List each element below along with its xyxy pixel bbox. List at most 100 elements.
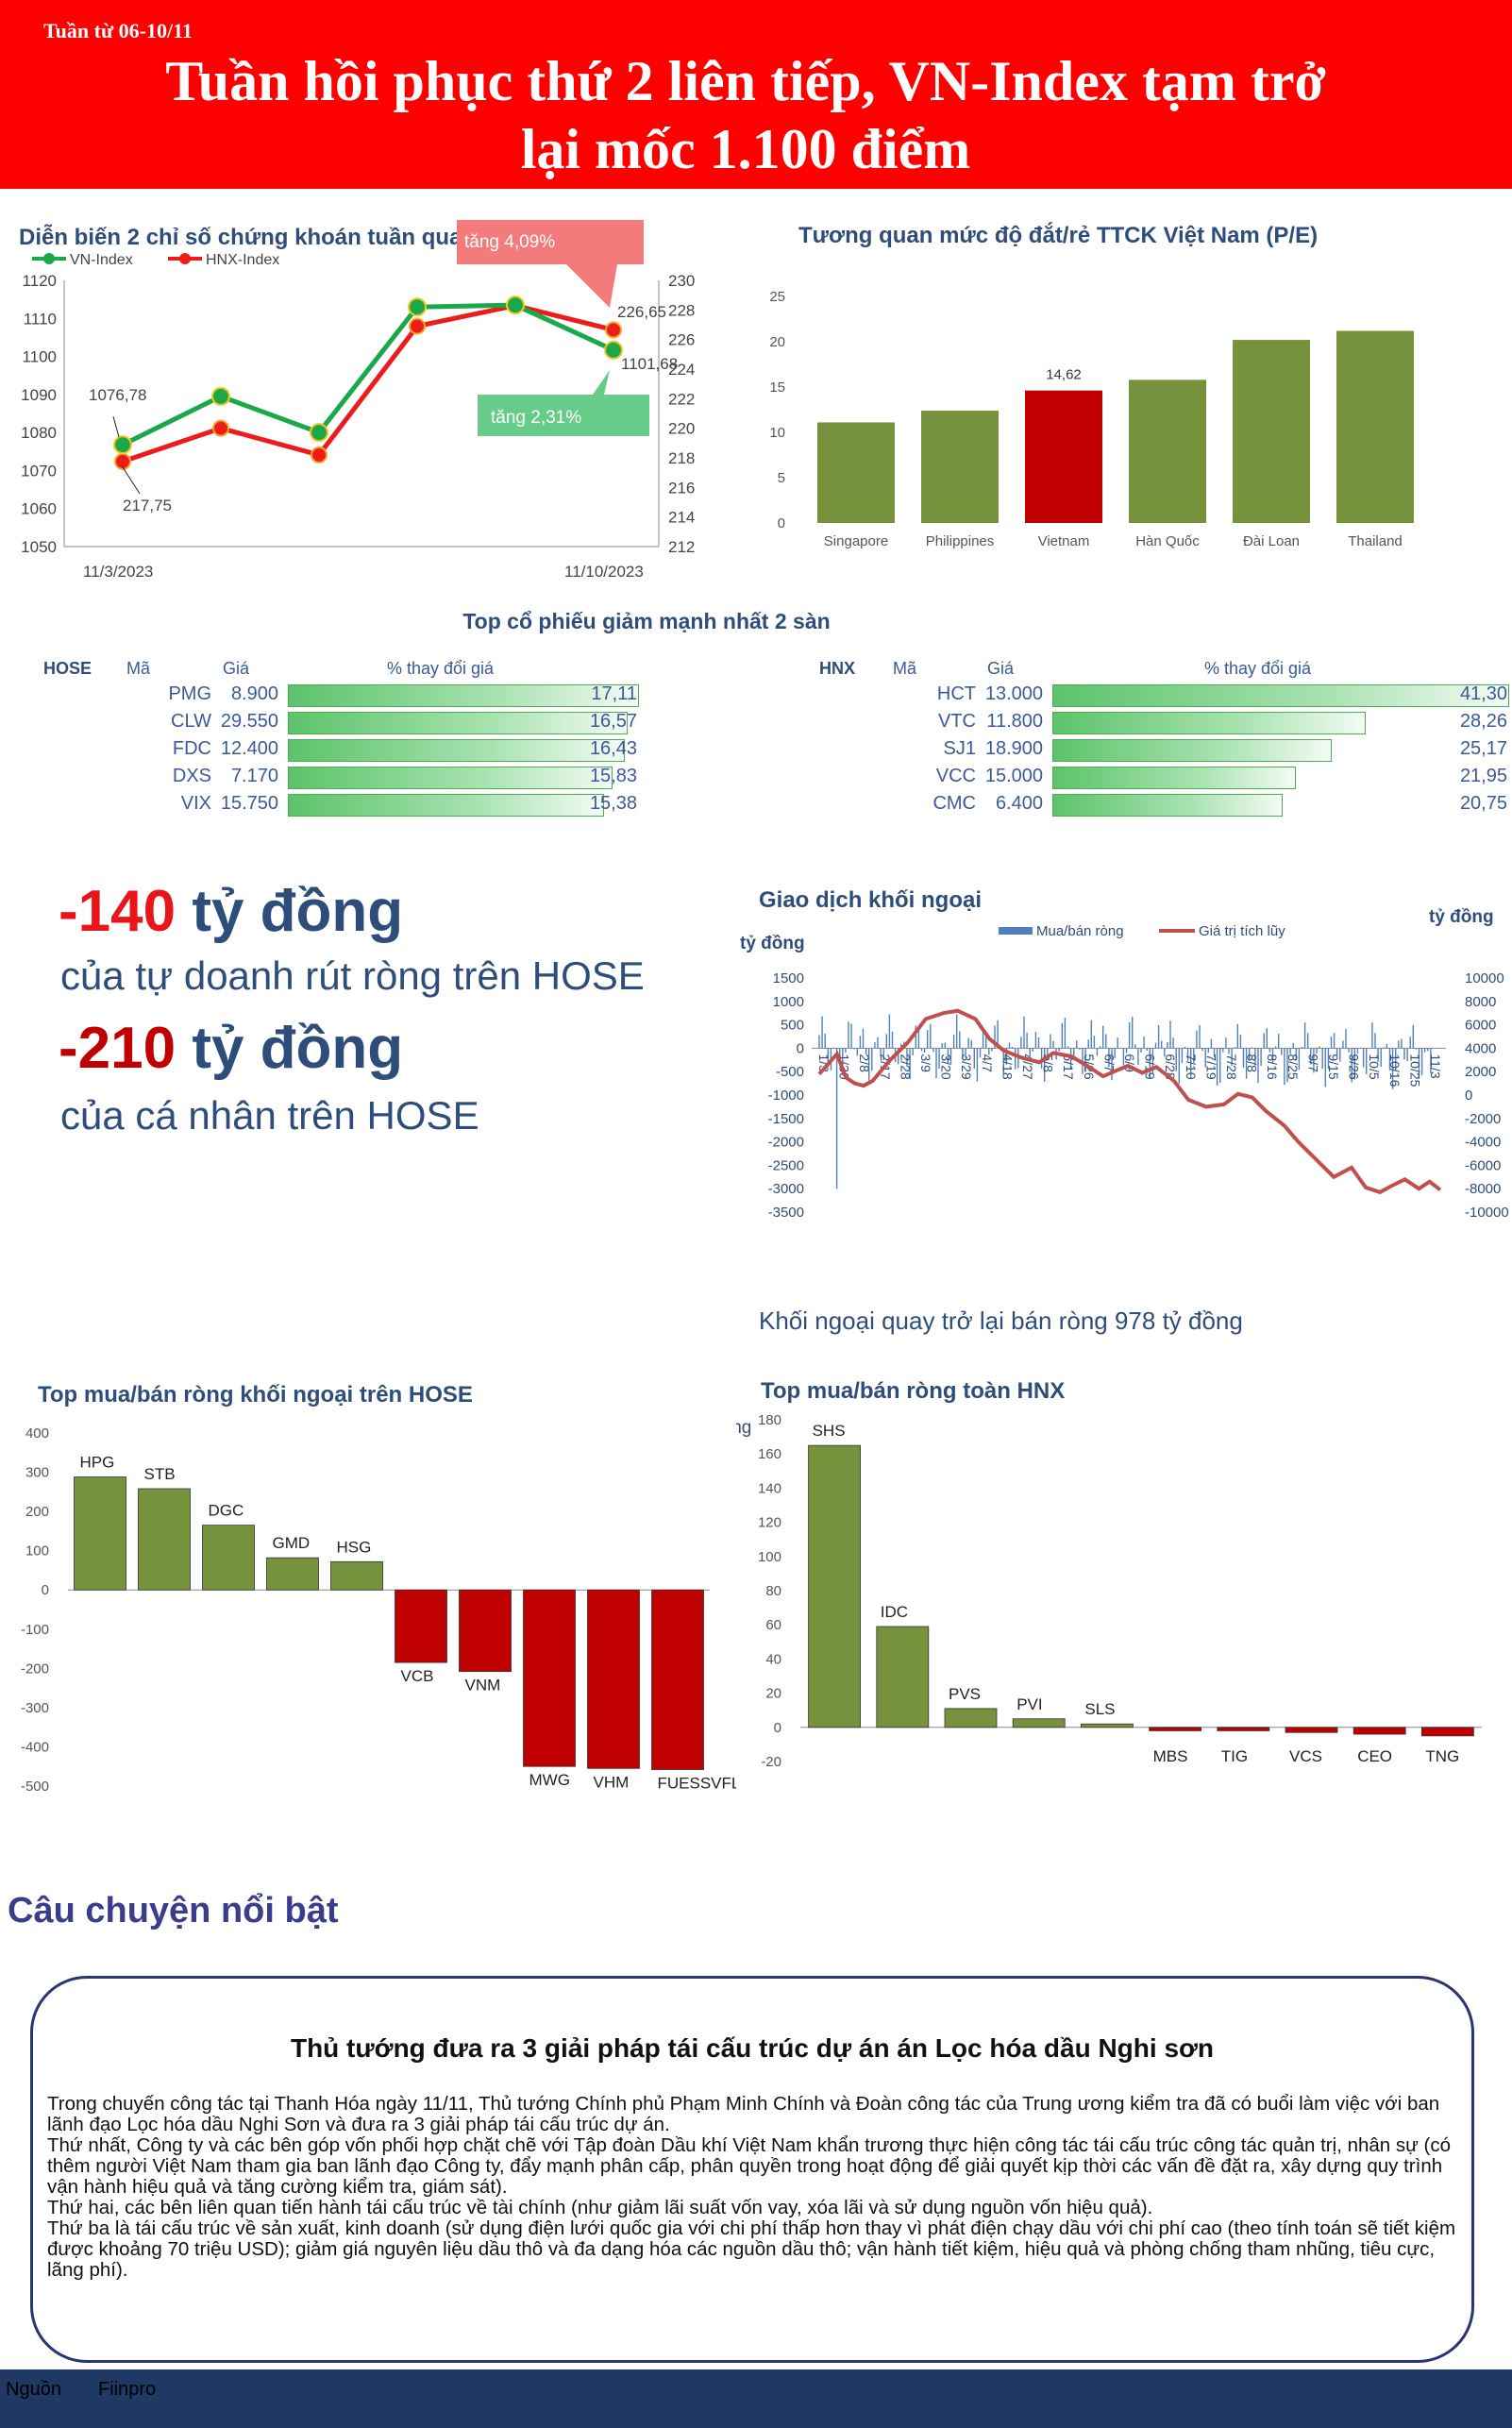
pe-y-tick-label: 25 [769, 289, 785, 305]
y-left-tick-label: 1090 [21, 386, 57, 404]
hnx-end-label: 226,65 [617, 303, 666, 321]
bar-category-label: FUESSVFL [658, 1775, 737, 1793]
pe-category-label: Philippines [926, 533, 995, 549]
header-banner [0, 0, 1512, 189]
pe-category-label: Thailand [1348, 533, 1403, 549]
foreign-x-tick-label: 6/19 [1143, 1054, 1158, 1079]
bar [1421, 1727, 1474, 1737]
row-price: 7.170 [230, 766, 278, 786]
row-price: 13.000 [984, 683, 1043, 704]
column-header-code: Mã [893, 659, 917, 678]
exchange-label: HOSE [43, 659, 92, 678]
row-pct-value: 28,26 [1459, 711, 1507, 732]
story-paragraph: Trong chuyến công tác tại Thanh Hóa ngày… [47, 2093, 1440, 2135]
bar-y-tick-label: 80 [765, 1583, 781, 1599]
week-label: Tuần từ 06-10/11 [43, 19, 193, 42]
foreign-y-right-tick: -4000 [1465, 1135, 1501, 1151]
foreign-y-right-tick: 0 [1465, 1088, 1472, 1104]
bar-category-label: VCB [401, 1667, 434, 1685]
vn-start-label: 1076,78 [89, 386, 146, 404]
exchange-label: HNX [819, 659, 856, 678]
bar [74, 1476, 126, 1591]
foreign-y-right-tick: -2000 [1465, 1111, 1501, 1127]
bar-y-tick-label: 200 [25, 1504, 49, 1520]
foreign-y-right-tick: -10000 [1465, 1205, 1509, 1221]
highlight-desc-1: của tự doanh rút ròng trên HOSE [60, 953, 645, 998]
bar [395, 1589, 447, 1663]
bar-category-label: PVS [949, 1685, 981, 1703]
hnx-data-point [114, 452, 131, 470]
foreign-y-left-tick: -3000 [768, 1181, 804, 1197]
bar-category-label: IDC [881, 1603, 908, 1621]
bar-y-tick-label: 40 [765, 1651, 781, 1667]
hnx-top-title: Top mua/bán ròng toàn HNX [761, 1378, 1066, 1404]
foreign-x-tick-label: 9/7 [1305, 1054, 1320, 1072]
row-pct-value: 41,30 [1459, 683, 1507, 704]
row-pct-value: 15,38 [589, 793, 637, 814]
y-right-tick-label: 218 [668, 449, 695, 467]
source-label: Nguồn [6, 2379, 61, 2400]
bar-category-label: VHM [594, 1773, 630, 1791]
highlight-value-1: -140 [59, 879, 176, 944]
foreign-y-left-tick: -3500 [768, 1205, 804, 1221]
foreign-unit-right: tỷ đồng [1429, 907, 1494, 927]
row-code: CMC [932, 793, 976, 814]
foreign-x-tick-label: 2/28 [898, 1054, 913, 1079]
foreign-x-tick-label: 8/16 [1265, 1054, 1280, 1079]
hnx-start-label: 217,75 [123, 497, 172, 514]
vn-data-point [408, 297, 427, 317]
pe-y-tick-label: 10 [769, 425, 785, 441]
bar-category-label: TIG [1221, 1747, 1248, 1765]
hnx-top-unit-label: tỷ đồng [736, 1418, 751, 1438]
hnx-data-point [212, 419, 229, 437]
legend-vn-label: VN-Index [70, 252, 133, 268]
foreign-x-tick-label: 8/25 [1285, 1054, 1301, 1079]
bar-y-tick-label: 0 [42, 1582, 49, 1598]
y-right-tick-label: 216 [668, 479, 695, 497]
bar [651, 1589, 704, 1770]
index-chart-title: Diễn biến 2 chỉ số chứng khoán tuần qua [19, 225, 462, 250]
pe-bar [921, 410, 999, 523]
y-right-tick-label: 226 [668, 331, 695, 349]
column-header-price: Giá [987, 659, 1015, 678]
pe-y-tick-label: 20 [769, 334, 785, 350]
row-pct-bar [288, 767, 613, 789]
bar [330, 1560, 383, 1591]
vn-change-callout-text: tăng 2,31% [491, 408, 581, 428]
foreign-y-right-tick: 4000 [1465, 1040, 1496, 1056]
row-price: 15.750 [220, 793, 278, 814]
bar-category-label: VNM [465, 1677, 501, 1695]
vn-data-point [113, 435, 132, 455]
bar [1285, 1727, 1338, 1733]
foreign-cumulative-line [817, 1008, 1442, 1195]
pe-chart-title: Tương quan mức độ đắt/rẻ TTCK Việt Nam (… [798, 223, 1319, 248]
y-left-tick-label: 1110 [24, 310, 57, 328]
bar [944, 1708, 998, 1728]
row-pct-bar [1052, 739, 1332, 762]
row-pct-bar [1052, 767, 1297, 789]
row-price: 8.900 [230, 683, 278, 704]
bar-category-label: SLS [1084, 1700, 1115, 1718]
bar [1352, 1727, 1406, 1735]
bar-y-tick-label: 100 [25, 1543, 49, 1560]
bar-y-tick-label: 60 [765, 1617, 781, 1633]
pe-bar [1233, 340, 1310, 523]
y-right-tick-label: 222 [668, 390, 695, 408]
bar-category-label: HPG [80, 1454, 115, 1472]
highlight-proprietary: -140 tỷ đồng [59, 878, 403, 945]
vn-data-point [506, 295, 525, 315]
row-price: 15.000 [984, 766, 1043, 786]
legend-net-swatch [999, 927, 1033, 935]
row-code: VCC [935, 766, 976, 786]
title-line-2: lại mốc 1.100 điểm [520, 118, 971, 180]
legend-net-label: Mua/bán ròng [1036, 923, 1124, 939]
bar-category-label: STB [144, 1465, 176, 1483]
x-tick-label: 11/10/2023 [564, 563, 644, 581]
foreign-x-tick-label: 9/15 [1326, 1054, 1341, 1079]
highlight-unit-1: tỷ đồng [176, 879, 404, 944]
row-code: VTC [938, 711, 976, 732]
story-box [30, 1976, 1474, 2363]
foreign-x-tick-label: 3/20 [939, 1054, 954, 1079]
foreign-y-right-tick: -6000 [1465, 1157, 1501, 1173]
highlight-individual: -210 tỷ đồng [59, 1015, 403, 1082]
